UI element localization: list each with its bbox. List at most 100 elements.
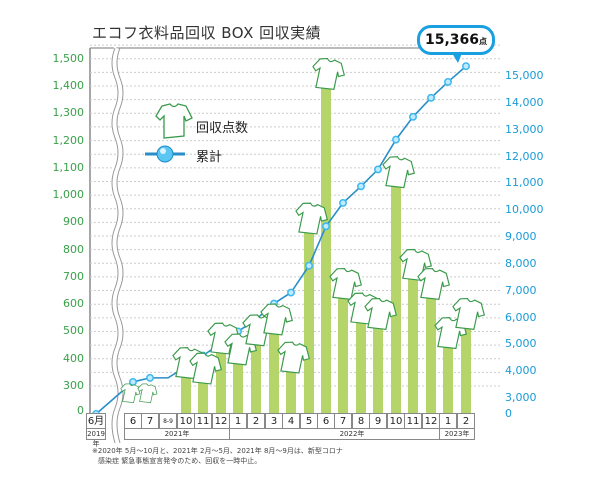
left-tick-label: 1,200	[52, 133, 85, 147]
t-shirt-icon	[295, 202, 329, 235]
line-marker	[462, 62, 470, 71]
right-tick-label: 3,000	[505, 391, 537, 404]
right-tick-label: 0	[505, 407, 512, 420]
x-month-label: 4月	[282, 413, 300, 442]
callout-value: 15,366	[424, 32, 480, 48]
x-month-label: 8-9月	[159, 413, 177, 440]
x-month-label: 1月	[229, 413, 247, 442]
x-year-label: 2023年	[439, 429, 475, 440]
right-tick-label: 7,000	[505, 283, 537, 297]
line-marker	[409, 112, 417, 121]
left-tick-label: 400	[63, 351, 84, 365]
x-month-label: 5月	[300, 413, 318, 442]
x-month-label: 7月	[334, 413, 352, 442]
x-month-label: 6月	[86, 413, 106, 429]
bar	[286, 364, 296, 413]
x-year-label: 2021年	[124, 429, 230, 440]
footnote: ※2020年 5月〜10月と、2021年 2月〜5月、2021年 8月〜9月は、…	[92, 446, 392, 466]
left-tick-label: 1,500	[52, 51, 85, 65]
right-tick-label: 10,000	[505, 203, 544, 217]
x-month-label: 12月	[212, 413, 230, 442]
left-tick-label: 1,300	[52, 106, 85, 120]
t-shirt-icon	[207, 322, 241, 355]
x-month-label: 7月	[141, 413, 159, 442]
x-month-label: 10月	[177, 413, 195, 442]
legend-line-label: 累計	[196, 150, 223, 165]
t-shirt-icon	[382, 156, 416, 189]
x-month-label: 11月	[194, 413, 212, 442]
right-tick-label: 9,000	[505, 230, 537, 244]
left-tick-label: 900	[63, 215, 84, 229]
t-shirt-icon	[329, 267, 363, 300]
line-marker	[357, 182, 365, 191]
legend-bars-label: 回収点数	[196, 121, 249, 136]
line-marker	[444, 77, 452, 86]
bar	[304, 225, 314, 413]
bar	[391, 178, 401, 413]
right-tick-label: 14,000	[505, 95, 544, 109]
left-tick-label: 600	[63, 297, 84, 311]
left-tick-label: 800	[63, 242, 84, 256]
left-tick-label: 1,100	[52, 160, 85, 174]
right-tick-label: 8,000	[505, 256, 537, 270]
bar	[269, 326, 279, 413]
bar	[338, 290, 348, 413]
right-tick-label: 13,000	[505, 122, 544, 136]
x-month-label: 6月	[124, 413, 142, 442]
line-marker	[146, 373, 154, 382]
line-marker	[322, 222, 330, 231]
x-month-label: 12月	[422, 413, 440, 442]
chart-title: エコフ衣料品回収 BOX 回収実績	[92, 24, 322, 42]
bar	[233, 356, 243, 413]
legend-shirt-icon	[155, 103, 193, 139]
right-tick-label: 4,000	[505, 364, 537, 378]
x-month-label: 3月	[265, 413, 283, 442]
bar	[408, 271, 418, 413]
bar	[426, 290, 436, 413]
right-tick-label: 15,000	[505, 69, 544, 83]
t-shirt-icon	[312, 57, 346, 91]
x-month-label: 10月	[387, 413, 405, 442]
left-tick-label: 1,400	[52, 79, 85, 93]
callout-unit: 点	[479, 37, 488, 46]
left-tick-label: 0	[77, 404, 84, 417]
x-month-label: 11月	[404, 413, 422, 442]
t-shirt-icon	[277, 341, 311, 374]
bar	[443, 339, 453, 413]
left-tick-label: 300	[63, 379, 84, 392]
right-tick-label: 12,000	[505, 149, 544, 163]
t-shirt-icon	[417, 267, 451, 300]
bar	[373, 320, 383, 413]
t-shirt-icon	[260, 303, 294, 336]
total-callout: 15,366点	[417, 25, 495, 55]
left-tick-label: 700	[63, 269, 84, 283]
x-month-label: 8月	[352, 413, 370, 442]
line-marker	[392, 135, 400, 144]
t-shirt-icon	[120, 383, 141, 404]
footnote-line-2: 感染症 緊急事態宣言発令のため、回収を一時中止。	[98, 457, 262, 465]
t-shirt-icon	[137, 383, 158, 404]
line-marker	[374, 165, 382, 174]
bar	[461, 320, 471, 413]
line-marker	[287, 288, 295, 297]
x-month-label: 1月	[439, 413, 457, 442]
x-year-label: 2019年	[86, 429, 106, 448]
x-month-label: 6月	[317, 413, 335, 442]
x-month-label: 9月	[369, 413, 387, 442]
line-marker	[339, 198, 347, 207]
left-tick-label: 500	[63, 324, 84, 338]
line-marker	[129, 377, 137, 386]
bar	[356, 315, 366, 413]
right-tick-label: 5,000	[505, 337, 537, 351]
legend-line-icon	[145, 145, 185, 163]
bar	[321, 80, 331, 414]
x-month-label: 2月	[457, 413, 475, 442]
bar	[216, 345, 226, 413]
t-shirt-icon	[452, 297, 486, 330]
t-shirt-icon	[364, 297, 398, 330]
bar	[181, 369, 191, 413]
bar	[251, 336, 261, 413]
t-shirt-icon	[399, 248, 433, 281]
x-month-label: 2月	[247, 413, 265, 442]
